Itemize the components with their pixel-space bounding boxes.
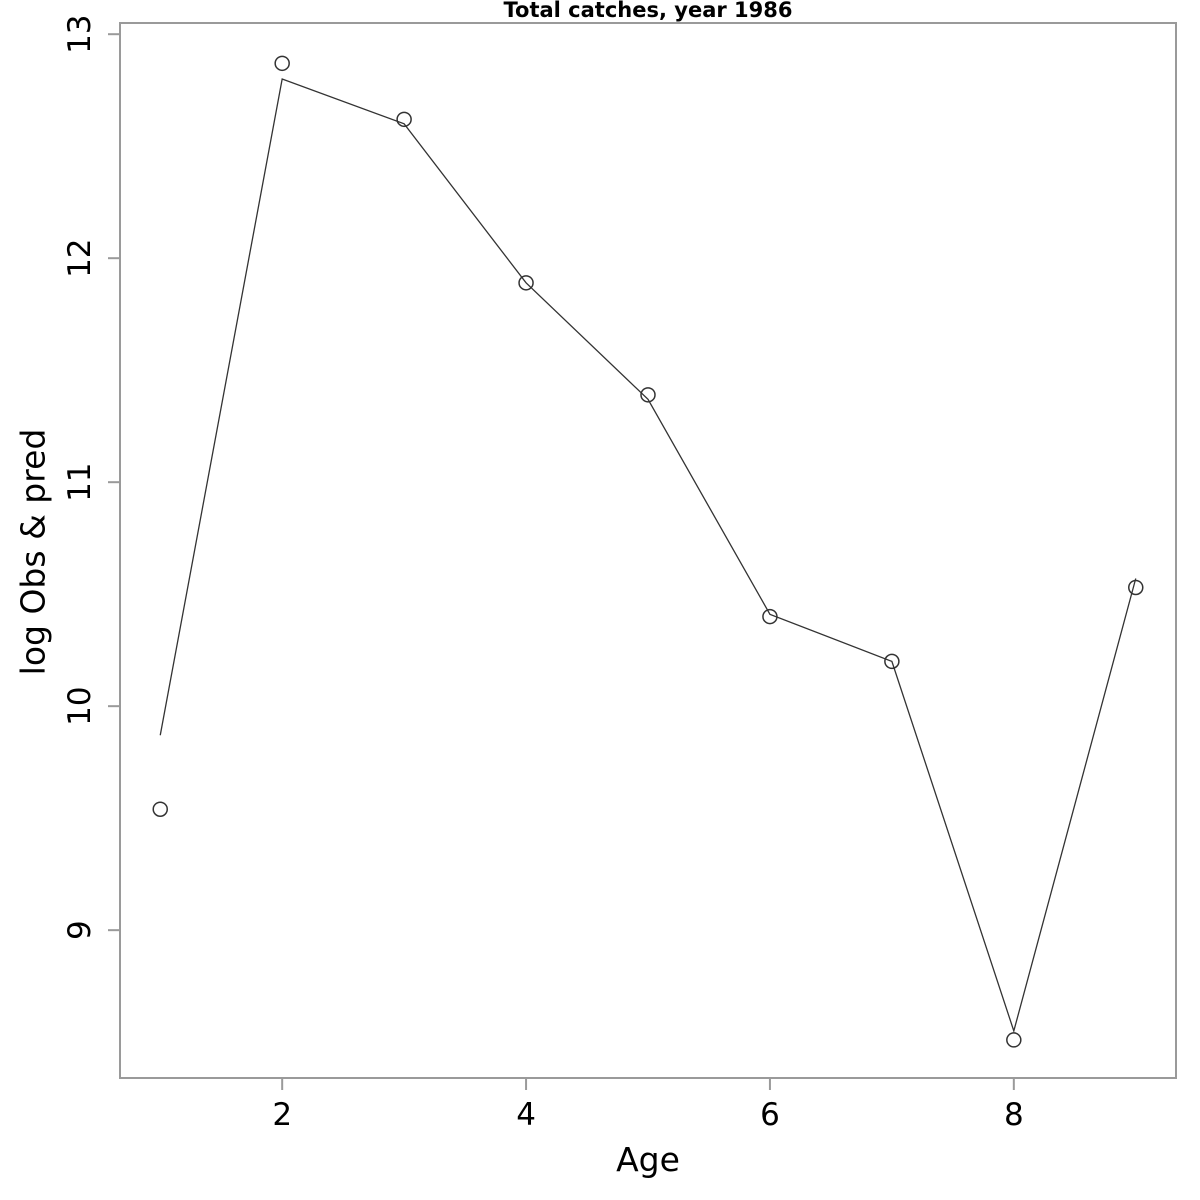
x-tick-label: 4 bbox=[516, 1097, 536, 1133]
data-point-age-8 bbox=[1006, 1032, 1022, 1048]
data-point-age-1 bbox=[152, 801, 168, 817]
y-tick-label: 10 bbox=[62, 686, 98, 725]
data-point-age-6 bbox=[762, 608, 778, 625]
y-tick-label: 11 bbox=[62, 462, 98, 501]
plot-box bbox=[119, 22, 1177, 1079]
y-tick-label: 13 bbox=[62, 14, 98, 53]
x-axis-label: Age bbox=[616, 1140, 680, 1179]
x-tick-label: 6 bbox=[760, 1097, 780, 1133]
data-point-age-2 bbox=[274, 55, 290, 72]
data-point-age-3 bbox=[396, 111, 412, 128]
data-point-age-5 bbox=[640, 387, 656, 403]
x-tick-label: 8 bbox=[1004, 1097, 1024, 1133]
x-tick-label: 2 bbox=[272, 1097, 292, 1133]
chart-title: Total catches, year 1986 bbox=[503, 0, 793, 22]
x-axis-ticks: 2 4 6 8 bbox=[272, 1078, 1024, 1133]
y-tick-label: 9 bbox=[62, 920, 98, 940]
data-point-age-7 bbox=[884, 653, 900, 670]
prediction-line bbox=[159, 78, 1137, 1034]
data-point-age-4 bbox=[518, 275, 534, 291]
data-point-age-9 bbox=[1128, 579, 1144, 596]
observed-points bbox=[152, 55, 1144, 1048]
y-axis-ticks: 9 10 11 12 13 bbox=[62, 14, 120, 940]
y-tick-label: 12 bbox=[62, 238, 98, 277]
